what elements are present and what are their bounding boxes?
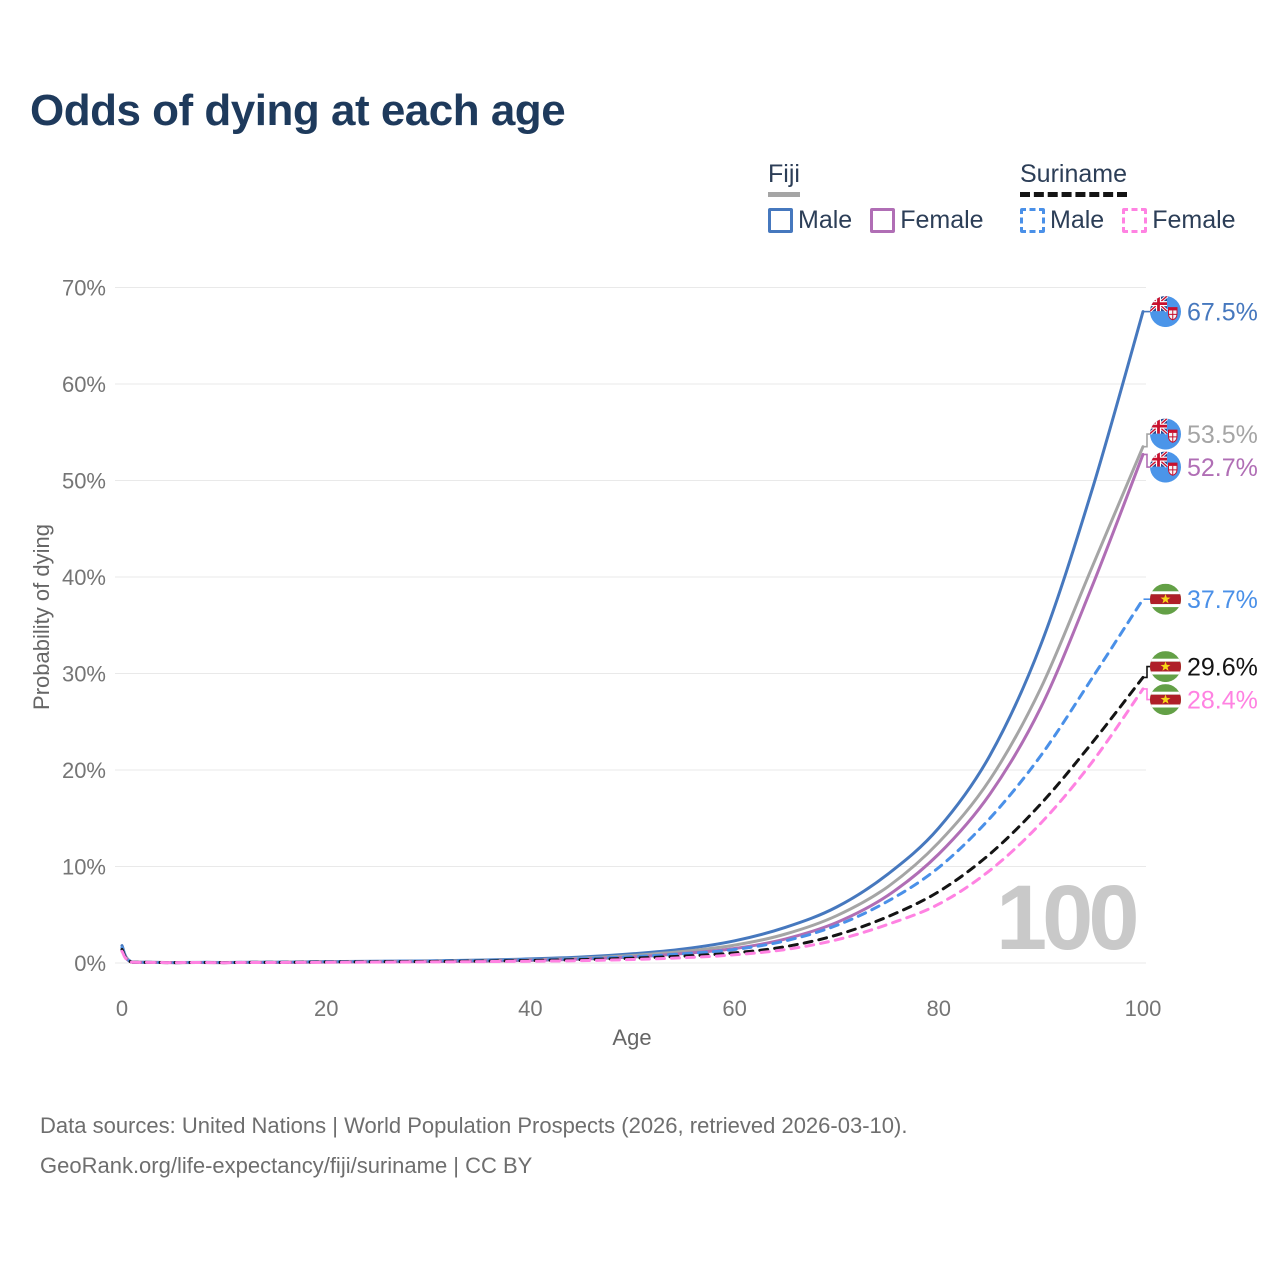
age-watermark: 100 xyxy=(996,867,1140,969)
end-value-label-suriname-both-sexes: 29.6% xyxy=(1187,654,1258,682)
suriname-flag-icon xyxy=(1150,651,1181,682)
fiji-female-swatch-icon xyxy=(870,208,896,233)
series-line-fiji-both-sexes xyxy=(120,445,1145,965)
legend-item-fiji-male[interactable]: Male xyxy=(768,206,852,235)
legend-country-fiji-label: Fiji xyxy=(768,160,800,188)
legend-group-suriname: Suriname Male Female xyxy=(1020,160,1236,235)
y-tick-label: 10% xyxy=(62,855,106,880)
legend-label-fiji-male: Male xyxy=(798,206,853,234)
x-axis-title: Age xyxy=(612,1025,652,1050)
label-connector-fiji-female xyxy=(1143,453,1150,468)
y-tick-label: 20% xyxy=(62,758,106,783)
label-connector-fiji-both-sexes xyxy=(1143,433,1150,448)
fiji-flag-icon xyxy=(1150,419,1181,450)
legend-items-suriname: Male Female xyxy=(1020,206,1236,235)
y-tick-label: 0% xyxy=(74,951,106,976)
y-tick-label: 70% xyxy=(62,276,106,301)
suriname-flag-icon xyxy=(1150,684,1181,715)
x-tick-label: 100 xyxy=(1125,996,1162,1021)
fiji-flag-icon xyxy=(1150,452,1181,483)
y-tick-label: 60% xyxy=(62,372,106,397)
legend-country-suriname[interactable]: Suriname xyxy=(1020,160,1127,197)
legend-group-fiji: Fiji Male Female xyxy=(768,160,984,235)
page-title: Odds of dying at each age xyxy=(30,86,566,135)
end-value-label-suriname-male: 37.7% xyxy=(1187,586,1258,614)
legend-label-suriname-female: Female xyxy=(1152,206,1236,234)
series-line-suriname-female xyxy=(120,687,1145,965)
legend-item-suriname-female[interactable]: Female xyxy=(1122,206,1236,235)
legend-item-suriname-male[interactable]: Male xyxy=(1020,206,1104,235)
x-tick-label: 20 xyxy=(314,996,338,1021)
y-tick-label: 50% xyxy=(62,469,106,494)
footer-sources-line: Data sources: United Nations | World Pop… xyxy=(40,1113,908,1138)
legend-items-fiji: Male Female xyxy=(768,206,984,235)
x-tick-label: 60 xyxy=(722,996,746,1021)
series-line-fiji-male xyxy=(120,310,1145,965)
x-tick-label: 80 xyxy=(927,996,951,1021)
suriname-male-swatch-icon xyxy=(1020,208,1045,233)
label-connector-suriname-female xyxy=(1143,688,1150,701)
y-tick-label: 40% xyxy=(62,565,106,590)
fiji-male-swatch-icon xyxy=(768,208,793,233)
end-value-label-fiji-female: 52.7% xyxy=(1187,454,1258,482)
label-connector-suriname-both-sexes xyxy=(1143,665,1150,679)
legend-label-suriname-male: Male xyxy=(1050,206,1105,234)
end-value-label-fiji-both-sexes: 53.5% xyxy=(1187,421,1258,449)
series-line-fiji-female xyxy=(120,452,1145,965)
legend-label-fiji-female: Female xyxy=(900,206,984,234)
y-tick-label: 30% xyxy=(62,662,106,687)
footer-attribution-line: GeoRank.org/life-expectancy/fiji/surinam… xyxy=(40,1152,533,1178)
suriname-female-swatch-icon xyxy=(1122,208,1148,233)
legend-country-suriname-label: Suriname xyxy=(1020,160,1127,188)
end-value-label-suriname-female: 28.4% xyxy=(1187,687,1258,715)
end-value-label-fiji-male: 67.5% xyxy=(1187,299,1258,327)
legend-country-fiji[interactable]: Fiji xyxy=(768,160,800,197)
suriname-combined-line-swatch xyxy=(1020,192,1127,197)
x-tick-label: 0 xyxy=(116,996,128,1021)
fiji-flag-icon xyxy=(1150,296,1181,327)
legend-item-fiji-female[interactable]: Female xyxy=(870,206,984,235)
x-tick-label: 40 xyxy=(518,996,542,1021)
series-line-suriname-both-sexes xyxy=(120,675,1145,965)
fiji-combined-line-swatch xyxy=(768,192,800,197)
suriname-flag-icon xyxy=(1150,584,1181,615)
footer: Data sources: United Nations | World Pop… xyxy=(40,1106,907,1185)
